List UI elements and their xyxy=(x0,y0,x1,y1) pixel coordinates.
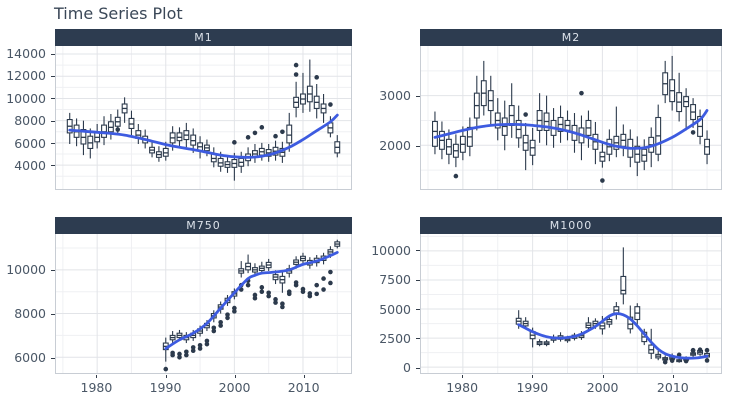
y-tick-label: 10000 xyxy=(6,262,46,278)
x-tick-label: 1980 xyxy=(80,380,113,395)
facet-strip-m1000: M1000 xyxy=(420,217,722,234)
y-tick-mark xyxy=(51,165,55,167)
chart-m2 xyxy=(421,46,721,189)
y-tick-label: 7500 xyxy=(379,272,411,288)
x-tick-mark xyxy=(602,375,604,378)
y-tick-label: 8000 xyxy=(14,113,46,129)
x-tick-label: 2010 xyxy=(656,380,689,395)
y-tick-mark xyxy=(51,143,55,145)
facet-strip-m750: M750 xyxy=(55,217,352,234)
y-tick-mark xyxy=(51,313,55,315)
y-tick-mark xyxy=(416,367,420,369)
x-tick-mark xyxy=(96,375,98,378)
x-tick-mark xyxy=(672,375,674,378)
facet-panel-m1: M1 xyxy=(55,29,352,190)
y-axis-m1000: 0 2500 5000 7500 10000 xyxy=(365,234,420,376)
y-tick-label: 3000 xyxy=(379,88,411,103)
y-tick-mark xyxy=(51,53,55,55)
y-tick-mark xyxy=(51,98,55,100)
facet-strip-m2: M2 xyxy=(420,29,722,46)
x-tick-label: 2000 xyxy=(586,380,619,395)
x-axis-m1000: 1980 1990 2000 2010 xyxy=(420,375,722,395)
facet-panel-m750: M750 xyxy=(55,217,352,374)
y-tick-mark xyxy=(416,309,420,311)
x-tick-mark xyxy=(532,375,534,378)
y-tick-label: 14000 xyxy=(6,46,46,62)
y-tick-label: 0 xyxy=(403,360,411,376)
x-tick-mark xyxy=(234,375,236,378)
y-tick-mark xyxy=(416,145,420,147)
y-tick-label: 10000 xyxy=(371,242,411,258)
chart-m1000 xyxy=(421,234,721,373)
y-tick-mark xyxy=(416,95,420,97)
x-tick-mark xyxy=(462,375,464,378)
y-tick-label: 8000 xyxy=(14,306,46,322)
facet-label-m2: M2 xyxy=(561,31,581,44)
y-tick-label: 2000 xyxy=(379,138,411,153)
y-tick-mark xyxy=(416,279,420,281)
y-tick-mark xyxy=(51,75,55,77)
x-tick-label: 2000 xyxy=(218,380,251,395)
y-axis-m1: 4000 6000 8000 10000 12000 14000 xyxy=(0,46,55,190)
x-tick-label: 1990 xyxy=(516,380,549,395)
facet-label-m1: M1 xyxy=(194,31,213,44)
chart-title: Time Series Plot xyxy=(54,4,183,23)
y-axis-m2: 2000 3000 xyxy=(365,46,420,190)
y-tick-mark xyxy=(51,120,55,122)
y-tick-label: 2500 xyxy=(379,330,411,346)
x-axis-m750: 1980 1990 2000 2010 xyxy=(55,375,352,395)
y-tick-label: 6000 xyxy=(14,135,46,151)
y-tick-label: 5000 xyxy=(379,301,411,317)
y-tick-label: 10000 xyxy=(6,90,46,106)
facet-strip-m1: M1 xyxy=(55,29,352,46)
y-tick-label: 12000 xyxy=(6,68,46,84)
x-tick-label: 2010 xyxy=(287,380,320,395)
y-axis-m750: 6000 8000 10000 xyxy=(0,234,55,374)
x-tick-mark xyxy=(303,375,305,378)
y-tick-label: 6000 xyxy=(14,350,46,366)
y-tick-label: 4000 xyxy=(14,157,46,173)
facet-label-m750: M750 xyxy=(186,219,221,232)
y-tick-mark xyxy=(51,357,55,359)
chart-m750 xyxy=(56,234,351,373)
y-tick-mark xyxy=(416,250,420,252)
y-tick-mark xyxy=(416,338,420,340)
facet-panel-m2: M2 xyxy=(420,29,722,190)
facet-panel-m1000: M1000 xyxy=(420,217,722,374)
chart-m1 xyxy=(56,46,351,189)
x-tick-label: 1990 xyxy=(149,380,182,395)
facet-label-m1000: M1000 xyxy=(549,219,593,232)
y-tick-mark xyxy=(51,269,55,271)
x-tick-mark xyxy=(165,375,167,378)
x-tick-label: 1980 xyxy=(446,380,479,395)
